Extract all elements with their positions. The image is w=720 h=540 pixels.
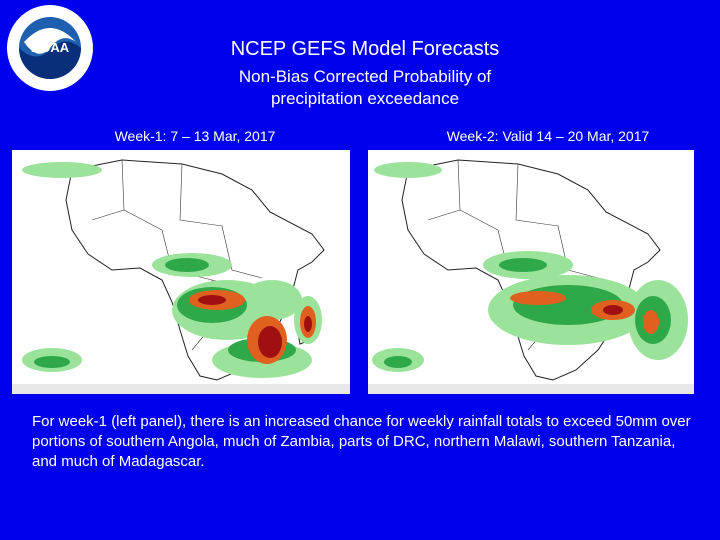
page-title: NCEP GEFS Model Forecasts: [230, 38, 500, 60]
noaa-logo: NOAA: [6, 4, 94, 92]
caption-text: For week-1 (left panel), there is an inc…: [32, 413, 691, 470]
subtitle-line-1: Non-Bias Corrected Probability of: [238, 67, 492, 86]
week1-label: Week-1: 7 – 13 Mar, 2017: [114, 128, 276, 144]
page-subtitle: Non-Bias Corrected Probability of precip…: [140, 66, 590, 110]
week1-map: [12, 150, 350, 394]
subtitle-line-2: precipitation exceedance: [270, 89, 460, 108]
logo-text: NOAA: [31, 40, 70, 55]
week1-very-high-prob-areas: [198, 295, 312, 358]
week2-map: [368, 150, 694, 394]
week2-very-high-prob-areas: [603, 305, 623, 315]
week2-label: Week-2: Valid 14 – 20 Mar, 2017: [446, 128, 650, 144]
